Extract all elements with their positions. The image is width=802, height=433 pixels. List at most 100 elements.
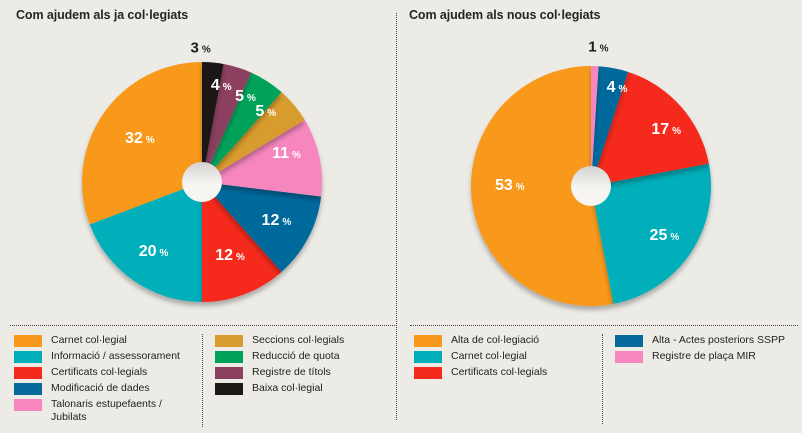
legend-item-registre-de-pla-a-mir: Registre de plaça MIR [615,350,797,363]
legend-column: Alta - Actes posteriors SSPP Registre de … [602,334,797,424]
legend-swatch [615,351,643,363]
slice-value-label-certificats-col-legials: 12% [215,248,245,264]
slice-value-label-certificats-col-legials: 17% [651,122,681,138]
pie-slice-registre-de-t-tols [202,63,252,182]
pie-slice-informaci-assessorament [89,182,202,302]
slice-value: 1 [588,38,597,56]
chart-legend: Carnet col·legial Informació / assessoram… [10,325,397,427]
section-nous-collegiats: Com ajudem als nous col·legiats 53% 25% 17… [401,0,802,433]
donut-hole-shade [182,162,222,202]
donut-chart-nous-collegiats: 53% 25% 17% 4% 1% [451,40,731,326]
donut-chart-ja-collegiats: 32% 20% 12% 12% 11% 5% 5% 4% 3% [62,40,342,322]
pie-slice-carnet-col-legial [591,163,711,304]
percent-sign: % [247,93,256,105]
legend-item-alta-actes-posteriors-sspp: Alta - Actes posteriors SSPP [615,334,797,347]
pie-slice-alta-de-col-legiaci [470,66,614,306]
legend-item-reducci-de-quota: Reducció de quota [215,350,397,363]
percent-sign: % [201,44,211,56]
percent-sign: % [515,181,525,193]
pie-slice-modificaci-de-dades [202,182,322,272]
pie-slice-registre-de-pla-a-mir [591,66,599,186]
slice-value-label-alta-de-col-legiaci: 53% [494,176,525,194]
legend-swatch [14,367,42,379]
slice-value: 25 [649,226,668,244]
donut-hole-shade [571,166,611,206]
legend-swatch [215,367,243,379]
legend-item-certificats-col-legials: Certificats col·legials [414,366,602,379]
legend-swatch [414,335,442,347]
legend-label: Talonaris estupefaents / Jubilats [51,398,162,423]
chart-legend: Alta de col·legiació Carnet col·legial Cer… [410,325,798,424]
slice-value: 4 [606,79,616,97]
legend-label: Modificació de dades [51,382,150,394]
slice-value: 20 [138,243,157,261]
slice-value: 12 [261,212,280,229]
legend-item-baixa-col-legial: Baixa col·legial [215,382,397,395]
pie-slice-alta-actes-posteriors-sspp [591,66,629,186]
legend-label: Baixa col·legial [252,382,323,394]
percent-sign: % [267,108,277,120]
legend-item-certificats-col-legials: Certificats col·legials [14,366,202,379]
slice-value: 32 [124,130,143,148]
percent-sign: % [159,248,169,260]
slice-value-label-alta-actes-posteriors-sspp: 4% [607,80,628,96]
legend-swatch [14,351,42,363]
slice-value: 17 [651,121,670,139]
legend-label: Seccions col·legials [252,334,345,346]
slice-value-label-registre-de-pla-a-mir: 1% [588,40,608,55]
legend-item-carnet-col-legial: Carnet col·legial [14,334,202,347]
legend-label: Certificats col·legials [451,366,548,378]
legend-swatch [14,383,42,395]
center-divider [396,13,397,420]
slice-value-label-modificaci-de-dades: 12% [262,213,292,229]
percent-sign: % [145,135,155,147]
legend-swatch [414,351,442,363]
pie-slice-certificats-col-legials [202,182,282,302]
percent-sign: % [292,149,301,161]
percent-sign: % [670,231,680,243]
legend-label: Informació / assessorament [51,350,180,362]
slice-value: 5 [235,88,244,106]
slice-value-label-carnet-col-legial: 32% [125,131,155,147]
pie-slice-certificats-col-legials [591,71,709,186]
legend-item-talonaris-estupefaents-jubilats: Talonaris estupefaents / Jubilats [14,398,202,424]
chart-title: Com ajudem als ja col·legiats [16,8,189,22]
pie-slice-baixa-col-legial [202,62,224,182]
legend-label: Carnet col·legial [51,334,127,346]
slice-value-label-registre-de-t-tols: 4% [211,78,232,94]
percent-sign: % [618,84,628,96]
legend-swatch [14,399,42,411]
slice-value: 11 [272,144,290,162]
pie-slice-talonaris-estupefaents-jubilats [202,119,323,197]
legend-item-informaci-assessorament: Informació / assessorament [14,350,202,363]
slice-value: 5 [255,103,265,121]
legend-label: Alta de col·legiació [451,334,540,346]
legend-column: Seccions col·legials Reducció de quota Reg… [202,334,397,427]
percent-sign: % [236,252,245,264]
slice-value-label-seccions-col-legials: 5% [255,104,276,120]
legend-item-carnet-col-legial: Carnet col·legial [414,350,602,363]
slice-value-label-informaci-assessorament: 20% [139,244,169,260]
donut-svg [82,62,323,302]
legend-item-seccions-col-legials: Seccions col·legials [215,334,397,347]
slice-value: 4 [210,77,220,95]
legend-item-registre-de-t-tols: Registre de títols [215,366,397,379]
slice-value-label-talonaris-estupefaents-jubilats: 11% [272,144,301,162]
chart-title: Com ajudem als nous col·legiats [409,8,601,22]
legend-swatch [615,335,643,347]
legend-swatch [414,367,442,379]
percent-sign: % [599,43,609,55]
slice-value: 53 [494,176,513,194]
legend-column: Carnet col·legial Informació / assessoram… [10,334,202,427]
percent-sign: % [282,217,292,228]
pie-slice-reducci-de-quota [202,72,282,182]
legend-label: Registre de títols [252,366,331,378]
legend-swatch [215,351,243,363]
legend-swatch [215,383,243,395]
legend-label: Carnet col·legial [451,350,527,362]
slice-value-label-carnet-col-legial: 25% [649,226,680,244]
percent-sign: % [672,126,682,138]
pie-slice-seccions-col-legials [202,92,305,182]
legend-label: Reducció de quota [252,350,340,362]
